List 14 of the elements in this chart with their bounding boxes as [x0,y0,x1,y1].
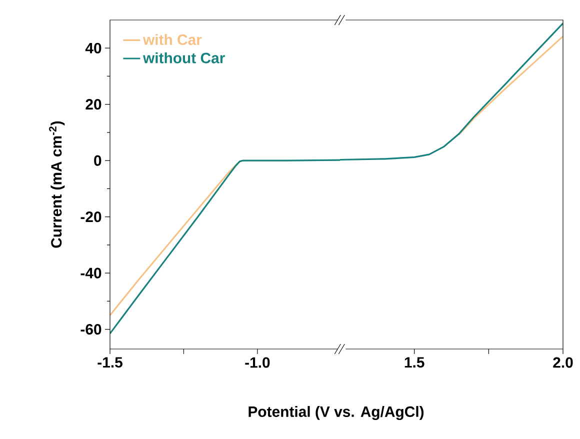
x-tick-label: -1.0 [245,357,270,368]
y-tick-label: -40 [80,268,102,278]
y-tick-label: -20 [80,212,102,222]
y-tick-label: 20 [86,99,102,110]
legend-label: with Car [142,34,202,46]
x-axis-title: Potential (V vs. Ag/AgCl) [248,406,424,420]
y-tick-label: 0 [94,155,102,166]
y-tick-label: -60 [80,324,102,335]
y-axis-title: Current (mA cm$^{-2}$) [49,121,65,248]
legend-label: without Car [142,52,225,64]
x-tick-label: 1.5 [404,357,424,368]
y-tick-label: 40 [85,42,102,54]
x-tick-label: -1.5 [98,357,122,368]
x-tick-label: 2.0 [553,357,573,368]
